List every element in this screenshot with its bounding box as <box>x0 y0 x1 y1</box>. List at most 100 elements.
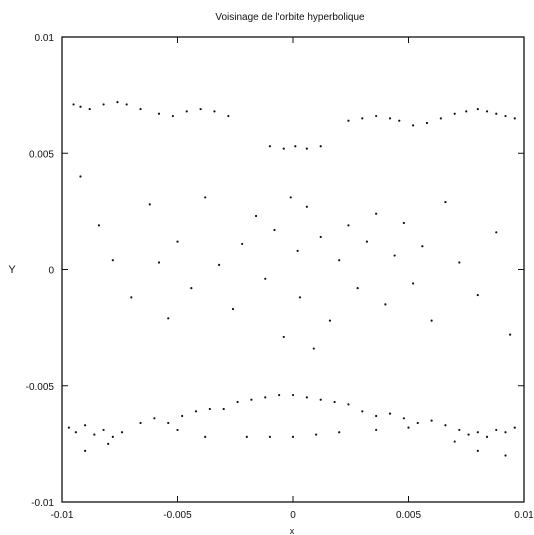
data-point <box>375 428 378 432</box>
data-point <box>421 245 424 248</box>
data-point <box>111 259 114 262</box>
data-point <box>241 242 244 246</box>
x-axis-label: x <box>290 526 295 535</box>
y-axis: -0.01 -0.005 0 0.005 0.01 <box>26 33 524 509</box>
data-point <box>171 114 174 118</box>
data-point <box>204 435 207 438</box>
data-point <box>356 287 359 290</box>
data-point <box>319 235 322 239</box>
data-point <box>347 119 350 122</box>
data-point <box>176 428 179 432</box>
data-point <box>375 212 378 215</box>
data-point <box>476 107 479 111</box>
data-point <box>245 435 248 438</box>
data-point <box>453 440 456 443</box>
data-point <box>204 196 207 199</box>
data-point <box>458 261 461 264</box>
data-point <box>328 319 332 322</box>
data-point <box>305 147 308 150</box>
data-point <box>153 417 156 420</box>
data-point <box>231 307 235 311</box>
data-point <box>312 347 315 350</box>
data-point <box>148 203 151 206</box>
data-point <box>88 107 91 111</box>
data-point <box>338 431 341 434</box>
data-point <box>444 200 447 204</box>
data-point <box>291 393 295 397</box>
data-point <box>305 396 308 399</box>
data-point <box>199 107 202 111</box>
data-point <box>278 393 281 397</box>
data-point <box>167 317 170 320</box>
data-point <box>485 435 489 438</box>
data-point <box>185 110 188 113</box>
data-point <box>504 114 507 118</box>
data-point <box>93 433 96 436</box>
data-point <box>495 231 498 234</box>
data-point <box>111 435 114 438</box>
data-point <box>347 403 350 406</box>
data-point <box>375 414 378 418</box>
data-point <box>513 117 516 120</box>
data-point <box>190 287 193 290</box>
x-tick-label: 0.01 <box>514 510 534 521</box>
data-point <box>84 449 87 452</box>
data-point <box>365 240 369 243</box>
data-point <box>398 119 401 122</box>
data-point <box>476 431 479 434</box>
data-point <box>264 396 267 399</box>
data-point <box>217 263 221 266</box>
data-point <box>509 333 512 336</box>
data-point <box>254 214 258 218</box>
data-point <box>250 398 253 401</box>
data-point <box>157 112 161 115</box>
data-point <box>72 103 75 106</box>
data-point <box>273 228 276 232</box>
chart-title: Voisinage de l'orbite hyperbolique <box>215 12 365 23</box>
data-point <box>388 117 392 120</box>
data-point <box>504 454 507 457</box>
x-tick-label: 0 <box>290 510 296 521</box>
data-point <box>476 449 479 452</box>
data-point <box>425 121 429 125</box>
data-point <box>227 114 230 118</box>
data-point <box>388 412 392 415</box>
data-point <box>485 110 489 113</box>
data-point <box>116 101 119 104</box>
data-point <box>222 407 225 411</box>
data-point <box>268 145 271 148</box>
data-point <box>130 296 133 299</box>
data-point <box>504 431 507 434</box>
data-point <box>495 112 498 115</box>
data-point <box>236 400 239 404</box>
data-point <box>347 224 350 227</box>
data-point <box>402 221 405 225</box>
data-point <box>361 410 364 413</box>
data-point <box>453 112 456 115</box>
data-point <box>333 400 336 404</box>
data-point <box>393 254 396 257</box>
data-point <box>139 107 142 111</box>
y-tick-label: -0.005 <box>26 382 55 393</box>
x-tick-label: 0.005 <box>396 510 421 521</box>
data-point <box>139 421 142 425</box>
x-tick-label: -0.01 <box>51 510 74 521</box>
data-point <box>67 426 71 429</box>
x-tick-label: -0.005 <box>163 510 192 521</box>
data-point <box>513 426 516 429</box>
data-point <box>444 424 447 427</box>
data-point <box>176 240 179 243</box>
data-point <box>213 110 216 113</box>
data-point <box>430 419 433 422</box>
data-point <box>465 110 468 113</box>
data-points <box>67 101 516 457</box>
data-point <box>305 205 308 208</box>
data-point <box>79 105 82 108</box>
data-point <box>319 398 322 401</box>
y-tick-label: 0 <box>48 266 54 277</box>
data-point <box>296 249 299 252</box>
data-point <box>194 410 198 413</box>
data-point <box>375 114 378 118</box>
data-point <box>412 282 415 285</box>
